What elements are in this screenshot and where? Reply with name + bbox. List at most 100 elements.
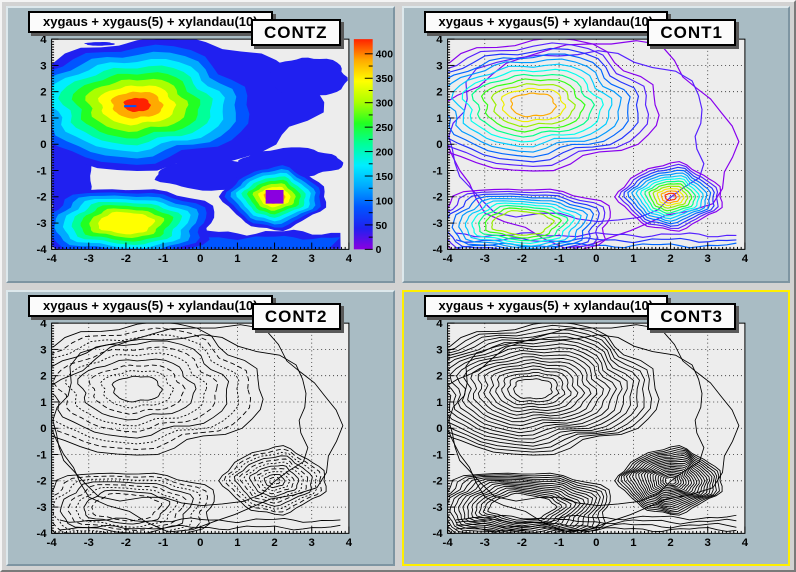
palette-tick-label: 200 xyxy=(376,148,393,159)
y-axis-labels: -4 -3 -2 -1 0 1 2 3 4 xyxy=(432,34,443,256)
x-tick-label: -1 xyxy=(554,537,564,549)
y-tick-label: 2 xyxy=(436,87,442,99)
palette-tick-label: 350 xyxy=(376,74,393,85)
x-tick-label: 1 xyxy=(630,537,636,549)
draw-option-label-cont3[interactable]: CONT3 xyxy=(647,302,736,330)
x-tick-label: -3 xyxy=(479,537,489,549)
y-tick-label: -4 xyxy=(432,244,443,256)
pad-contz[interactable]: -4 -3 -2 -1 0 1 2 3 4 -4 -3 -2 -1 0 1 2 3 4 0 50 100 150 200 25… xyxy=(6,6,395,283)
draw-option-label-cont2[interactable]: CONT2 xyxy=(251,302,341,330)
x-tick-label: 3 xyxy=(309,253,315,265)
histogram-title-box[interactable]: xygaus + xygaus(5) + xylandau(10) xyxy=(28,11,273,34)
histogram-title-text: xygaus + xygaus(5) + xylandau(10) xyxy=(438,14,654,29)
x-tick-label: 4 xyxy=(741,253,748,265)
y-tick-label: -1 xyxy=(37,166,47,178)
draw-option-label-cont1[interactable]: CONT1 xyxy=(647,19,736,47)
y-axis-labels: -4 -3 -2 -1 0 1 2 3 4 xyxy=(37,34,48,256)
x-tick-label: 2 xyxy=(271,253,277,265)
y-tick-label: 4 xyxy=(40,34,47,46)
y-tick-label: 3 xyxy=(436,344,442,356)
x-tick-label: 3 xyxy=(309,537,315,549)
axes xyxy=(446,322,745,534)
y-tick-label: -2 xyxy=(432,475,442,487)
y-tick-label: -1 xyxy=(37,449,47,461)
palette-tick-label: 50 xyxy=(376,221,388,232)
histogram-title-text: xygaus + xygaus(5) + xylandau(10) xyxy=(43,297,258,313)
y-axis-labels: -4 -3 -2 -1 0 1 2 3 4 xyxy=(37,318,48,540)
x-tick-label: -2 xyxy=(121,537,131,549)
y-tick-label: -3 xyxy=(37,218,47,230)
x-tick-label: 0 xyxy=(593,537,599,549)
y-tick-label: -2 xyxy=(37,475,47,487)
pad-cont1[interactable]: -4 -3 -2 -1 0 1 2 3 4 -4 -3 -2 -1 0 1 2 3 4 xygaus + xyga… xyxy=(401,6,790,283)
axes xyxy=(446,38,745,250)
palette-tick-label: 400 xyxy=(376,50,393,61)
x-tick-label: 2 xyxy=(667,537,673,549)
draw-option-text-contz: CONTZ xyxy=(263,23,328,42)
x-tick-label: -4 xyxy=(47,253,58,265)
y-tick-label: 3 xyxy=(436,60,442,72)
y-tick-label: 2 xyxy=(40,370,46,382)
x-tick-label: 1 xyxy=(630,253,636,265)
x-tick-label: 0 xyxy=(197,253,203,265)
x-axis-labels: -4 -3 -2 -1 0 1 2 3 4 xyxy=(47,537,353,549)
x-tick-label: 2 xyxy=(271,537,277,549)
x-tick-label: 1 xyxy=(234,253,240,265)
contours xyxy=(52,323,344,533)
y-tick-label: -2 xyxy=(432,192,442,204)
x-tick-label: -3 xyxy=(84,253,94,265)
draw-option-text-cont1: CONT1 xyxy=(660,23,723,42)
palette-tick-label: 150 xyxy=(376,172,393,183)
y-tick-label: -2 xyxy=(37,192,47,204)
y-tick-label: -1 xyxy=(432,449,442,461)
contour-plot-cont3[interactable]: -4 -3 -2 -1 0 1 2 3 4 -4 -3 -2 -1 0 1 2 3 4 xyxy=(404,292,789,565)
histogram-title-text: xygaus + xygaus(5) + xylandau(10) xyxy=(43,14,258,29)
contours xyxy=(52,39,348,249)
x-tick-label: 1 xyxy=(234,537,240,549)
x-tick-label: -2 xyxy=(121,253,131,265)
x-tick-label: -1 xyxy=(554,253,564,265)
contour-plot-contz[interactable]: -4 -3 -2 -1 0 1 2 3 4 -4 -3 -2 -1 0 1 2 3 4 0 50 100 150 200 25… xyxy=(8,8,393,281)
y-tick-label: -3 xyxy=(432,502,442,514)
y-tick-label: -4 xyxy=(37,244,48,256)
y-tick-label: 3 xyxy=(40,60,46,72)
y-axis-labels: -4 -3 -2 -1 0 1 2 3 4 xyxy=(432,318,443,540)
histogram-title-box[interactable]: xygaus + xygaus(5) + xylandau(10) xyxy=(28,294,273,317)
histogram-title-text: xygaus + xygaus(5) + xylandau(10) xyxy=(438,297,654,313)
histogram-title-box[interactable]: xygaus + xygaus(5) + xylandau(10) xyxy=(423,294,669,317)
palette-tick-label: 100 xyxy=(376,196,393,207)
contour-plot-cont1[interactable]: -4 -3 -2 -1 0 1 2 3 4 -4 -3 -2 -1 0 1 2 3 4 xyxy=(404,8,789,281)
histogram-title-box[interactable]: xygaus + xygaus(5) + xylandau(10) xyxy=(423,11,669,34)
x-tick-label: -1 xyxy=(158,537,168,549)
x-tick-label: -2 xyxy=(516,253,526,265)
y-tick-label: -4 xyxy=(37,528,48,540)
pad-cont3[interactable]: -4 -3 -2 -1 0 1 2 3 4 -4 -3 -2 -1 0 1 2 3 4 xygaus + xyga… xyxy=(401,289,790,566)
x-tick-label: 2 xyxy=(667,253,673,265)
x-tick-label: -4 xyxy=(47,537,58,549)
draw-option-text-cont2: CONT2 xyxy=(264,306,328,326)
y-tick-label: -4 xyxy=(432,528,443,540)
x-tick-label: -3 xyxy=(84,537,94,549)
x-tick-label: 4 xyxy=(346,253,353,265)
y-tick-label: -1 xyxy=(432,166,442,178)
y-tick-label: 2 xyxy=(40,87,46,99)
contour-plot-cont2[interactable]: -4 -3 -2 -1 0 1 2 3 4 -4 -3 -2 -1 0 1 2 3 4 xyxy=(8,292,393,565)
x-tick-label: 3 xyxy=(704,253,710,265)
y-tick-label: 0 xyxy=(436,423,442,435)
pad-cont2[interactable]: -4 -3 -2 -1 0 1 2 3 4 -4 -3 -2 -1 0 1 2 3 4 xygaus + xyga… xyxy=(6,289,395,566)
y-tick-label: 4 xyxy=(436,34,443,46)
x-axis-labels: -4 -3 -2 -1 0 1 2 3 4 xyxy=(47,253,353,265)
y-tick-label: -3 xyxy=(37,502,47,514)
axes xyxy=(51,322,350,534)
palette-tick-label: 250 xyxy=(376,123,393,134)
contours xyxy=(447,323,739,533)
x-tick-label: 0 xyxy=(197,537,203,549)
x-tick-label: -4 xyxy=(442,253,453,265)
palette-tick-label: 0 xyxy=(376,245,382,256)
draw-option-label-contz[interactable]: CONTZ xyxy=(250,19,341,47)
y-tick-label: 1 xyxy=(436,113,442,125)
y-tick-label: -3 xyxy=(432,218,442,230)
x-axis-labels: -4 -3 -2 -1 0 1 2 3 4 xyxy=(442,537,748,549)
y-tick-label: 0 xyxy=(40,139,46,151)
